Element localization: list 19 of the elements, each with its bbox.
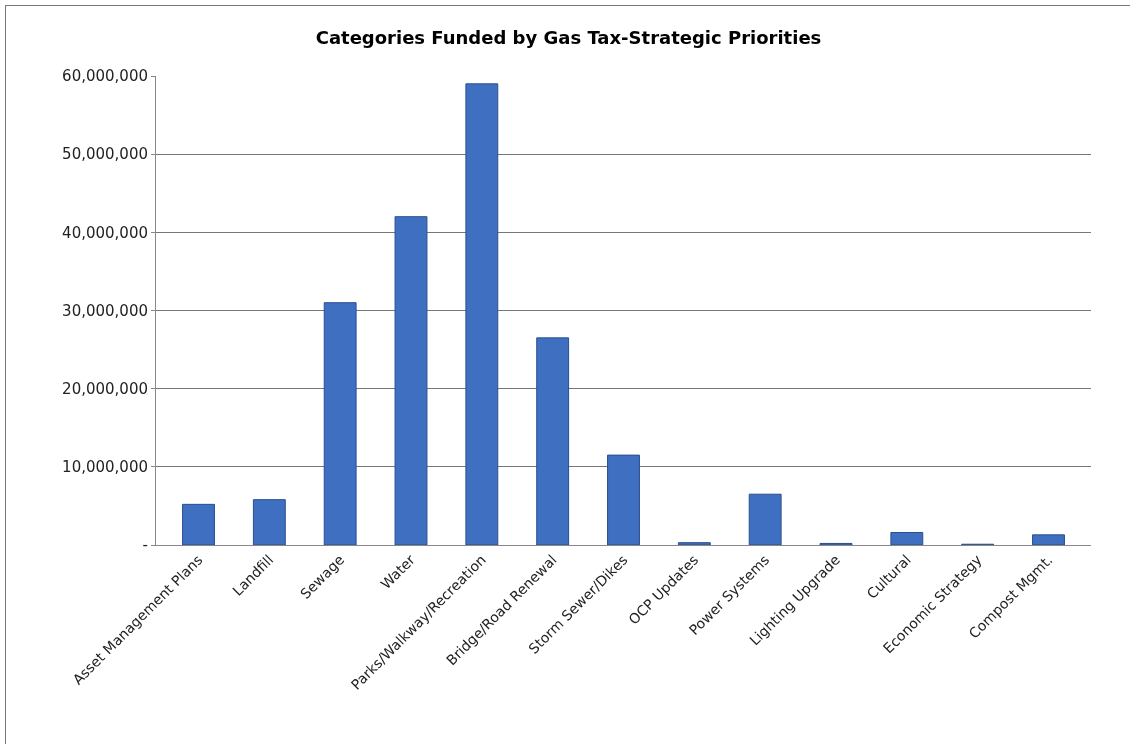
y-tick-label: 30,000,000: [62, 301, 148, 320]
bar: [748, 493, 782, 545]
y-tick-label: 50,000,000: [62, 145, 148, 164]
chart-title: Categories Funded by Gas Tax-Strategic Priorities: [315, 27, 822, 49]
y-tick-label: 40,000,000: [62, 223, 148, 242]
y-tick-label: -: [142, 536, 148, 555]
bar: [677, 542, 711, 545]
bar: [323, 302, 357, 545]
bar: [536, 337, 570, 545]
bar: [607, 454, 640, 545]
bar: [394, 216, 428, 545]
y-tick-label: 60,000,000: [62, 67, 148, 86]
y-tick-label: 10,000,000: [62, 458, 148, 477]
bar: [182, 503, 215, 545]
bar: [1032, 534, 1065, 545]
y-tick-label: 20,000,000: [62, 379, 148, 398]
bar: [890, 531, 924, 545]
bar: [465, 83, 499, 545]
bar: [252, 499, 286, 545]
